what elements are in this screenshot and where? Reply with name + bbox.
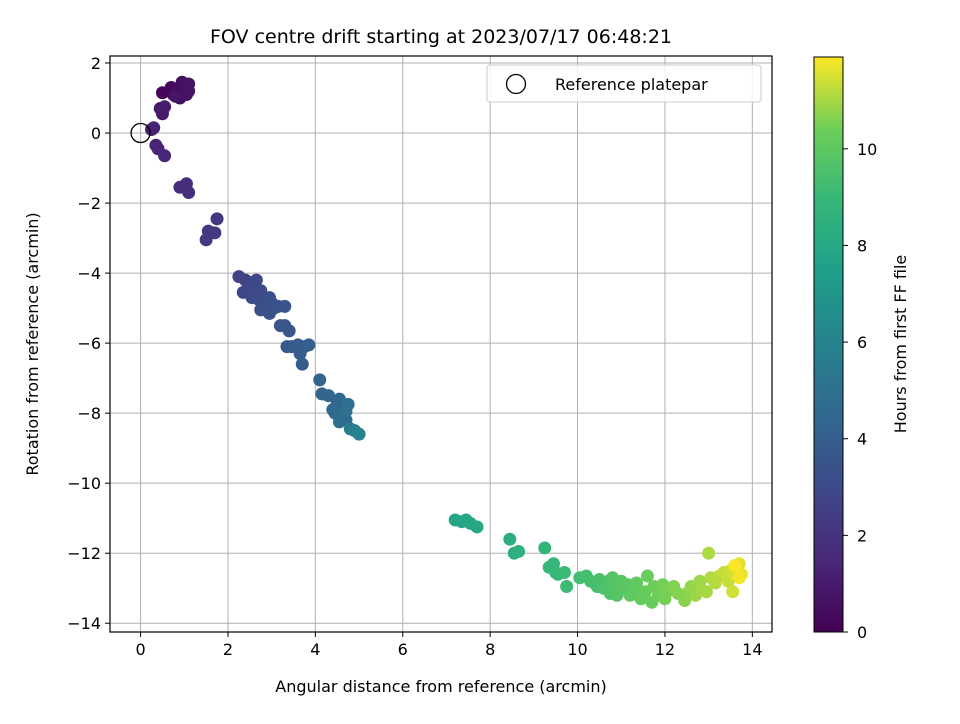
- x-axis-label: Angular distance from reference (arcmin): [275, 677, 606, 696]
- colorbar-tick-label: 8: [857, 236, 867, 255]
- data-point: [169, 89, 183, 103]
- data-point: [158, 149, 172, 163]
- y-tick-label: 2: [91, 54, 101, 73]
- data-point: [295, 357, 309, 371]
- data-point: [302, 338, 316, 352]
- x-tick-label: 10: [567, 640, 587, 659]
- chart-title: FOV centre drift starting at 2023/07/17 …: [210, 26, 672, 48]
- data-point: [182, 84, 196, 98]
- colorbar-tick-label: 10: [857, 140, 877, 159]
- data-point: [538, 541, 552, 555]
- y-tick-label: −12: [67, 544, 101, 563]
- data-point: [339, 404, 353, 418]
- x-tick-label: 0: [135, 640, 145, 659]
- data-point: [560, 579, 574, 593]
- data-point: [726, 585, 740, 599]
- x-tick-label: 14: [742, 640, 762, 659]
- colorbar-tick-label: 6: [857, 333, 867, 352]
- x-tick-label: 12: [655, 640, 675, 659]
- data-point: [732, 571, 746, 585]
- data-point: [702, 546, 716, 560]
- data-point: [470, 520, 484, 534]
- x-tick-label: 8: [485, 640, 495, 659]
- data-point: [352, 427, 366, 441]
- data-point: [208, 226, 222, 240]
- colorbar-ticks: 0 2 4 6 8 10: [843, 140, 877, 642]
- data-point: [278, 299, 292, 313]
- data-point: [699, 585, 713, 599]
- data-points: [145, 75, 748, 609]
- grid-lines: [110, 56, 772, 632]
- data-point: [640, 569, 654, 583]
- y-tick-label: −4: [77, 264, 101, 283]
- x-tick-label: 6: [398, 640, 408, 659]
- data-point: [728, 558, 742, 572]
- reference-circle: [130, 122, 151, 144]
- data-point: [249, 273, 263, 287]
- data-point: [503, 532, 517, 546]
- y-tick-label: 0: [91, 124, 101, 143]
- data-point: [630, 576, 644, 590]
- y-tick-label: −8: [77, 404, 101, 423]
- data-point: [182, 186, 196, 200]
- data-point: [199, 233, 213, 247]
- y-axis-label: Rotation from reference (arcmin): [23, 212, 42, 475]
- data-point: [321, 389, 335, 403]
- colorbar-tick-label: 0: [857, 623, 867, 642]
- x-tick-label: 2: [223, 640, 233, 659]
- y-tick-label: −10: [67, 474, 101, 493]
- colorbar-tick-label: 4: [857, 430, 867, 449]
- data-point: [313, 373, 327, 387]
- y-tick-label: −6: [77, 334, 101, 353]
- legend-label: Reference platepar: [555, 75, 708, 94]
- x-axis-ticks: 0 2 4 6 8 10 12 14: [135, 632, 763, 659]
- plot-frame: [109, 55, 773, 633]
- data-point: [282, 324, 296, 338]
- reference-marker: [130, 122, 151, 144]
- y-axis-ticks: 2 0 −2 −4 −6 −8 −10 −12 −14: [67, 54, 110, 633]
- legend-box: [486, 64, 762, 103]
- colorbar-tick-label: 2: [857, 526, 867, 545]
- legend: Reference platepar: [486, 64, 762, 103]
- y-tick-label: −14: [67, 614, 101, 633]
- y-tick-label: −2: [77, 194, 101, 213]
- colorbar-label: Hours from first FF file: [891, 255, 910, 434]
- colorbar-gradient: [813, 56, 844, 633]
- data-point: [158, 100, 172, 114]
- colorbar: 0 2 4 6 8 10 Hours from first FF file: [813, 56, 910, 642]
- data-point: [210, 212, 224, 226]
- data-point: [512, 544, 526, 558]
- legend-open-circle-icon: [505, 73, 527, 95]
- data-point: [557, 565, 571, 579]
- x-tick-label: 4: [310, 640, 320, 659]
